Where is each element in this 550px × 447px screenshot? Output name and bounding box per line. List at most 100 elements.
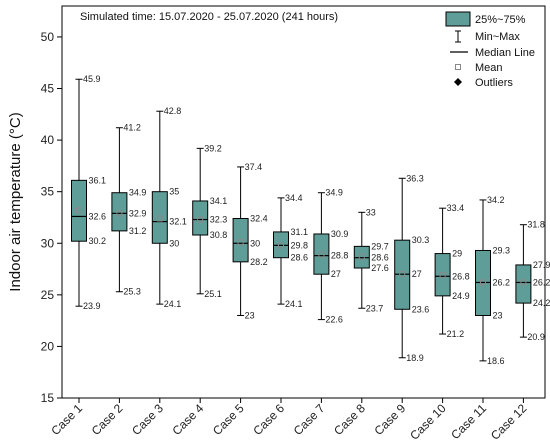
median-label: 26.2 xyxy=(493,277,511,287)
x-tick-label: Case 9 xyxy=(372,401,409,438)
q3-label: 36.1 xyxy=(89,175,107,185)
max-label: 45.9 xyxy=(83,74,101,84)
box-group: 34.4 31.1 29.8 28.6 24.1 xyxy=(273,193,309,309)
max-label: 34.9 xyxy=(325,188,343,198)
q3-label: 30.3 xyxy=(412,235,430,245)
q1-label: 30.8 xyxy=(210,230,228,240)
y-axis: 15 20 25 30 35 40 45 50 xyxy=(41,30,62,405)
q1-label: 27 xyxy=(331,269,341,279)
max-label: 36.3 xyxy=(406,173,424,183)
min-label: 23.9 xyxy=(83,301,101,311)
mean-marker xyxy=(480,279,486,286)
mean-marker xyxy=(76,207,82,214)
q1-label: 30.2 xyxy=(89,236,107,246)
q1-label: 28.2 xyxy=(250,257,268,267)
legend-outlier-label: Outliers xyxy=(475,77,513,89)
max-label: 41.2 xyxy=(123,123,141,133)
min-label: 24.1 xyxy=(164,299,182,309)
min-label: 21.2 xyxy=(447,329,465,339)
iqr-box xyxy=(151,191,168,244)
y-tick-label: 50 xyxy=(41,30,55,44)
x-tick-label: Case 10 xyxy=(407,401,449,443)
legend-whisker-symbol xyxy=(455,30,461,43)
y-tick-label: 15 xyxy=(41,391,55,405)
y-tick-label: 20 xyxy=(41,339,55,353)
q3-label: 30.9 xyxy=(331,229,349,239)
box-group: 42.8 35 32.1 30 24.1 xyxy=(151,106,187,309)
max-label: 33.4 xyxy=(447,203,465,213)
box-group: 34.2 29.3 26.2 23 18.6 xyxy=(475,195,511,366)
mean-marker xyxy=(358,253,365,260)
x-tick-label: Case 5 xyxy=(210,401,247,438)
mean-marker xyxy=(520,279,527,286)
legend-median-label: Median Line xyxy=(475,47,535,59)
legend-mean-label: Mean xyxy=(475,62,503,74)
median-label: 30 xyxy=(250,238,260,248)
min-label: 20.9 xyxy=(527,332,545,342)
iqr-box xyxy=(515,264,532,304)
box-group: 34.9 30.9 28.8 27 22.6 xyxy=(313,188,349,325)
q1-label: 24.9 xyxy=(452,291,470,301)
q1-label: 31.2 xyxy=(129,226,147,236)
q3-label: 34.1 xyxy=(210,196,228,206)
min-label: 24.1 xyxy=(285,299,303,309)
q3-label: 32.4 xyxy=(250,214,268,224)
box-group: 37.4 32.4 30 28.2 23 xyxy=(232,162,268,320)
legend-outlier-symbol xyxy=(454,78,462,86)
mean-marker xyxy=(237,239,244,246)
min-label: 18.9 xyxy=(406,353,424,363)
median-label: 32.6 xyxy=(89,211,107,221)
q1-label: 27.6 xyxy=(371,263,389,273)
q1-label: 24.2 xyxy=(533,298,550,308)
legend-box-label: 25%~75% xyxy=(475,14,526,26)
y-tick-label: 40 xyxy=(41,133,55,147)
q3-label: 29.7 xyxy=(371,241,389,251)
iqr-box xyxy=(434,253,451,297)
q3-label: 35 xyxy=(169,187,179,197)
box-group: 41.2 34.9 32.9 31.2 25.3 xyxy=(111,123,147,297)
box-group: 33 29.7 28.627.6 23.7 xyxy=(353,207,389,313)
x-tick-label: Case 11 xyxy=(448,401,489,442)
x-tick-label: Case 6 xyxy=(250,401,287,438)
boxes-layer: 45.9 36.1 32.6 30.2 23.9 41.2 34.9 32.9 31.2 25.3… xyxy=(71,74,550,366)
legend: 25%~75% Min~Max Median Line Mean Outlier… xyxy=(445,11,535,89)
legend-whisker-label: Min~Max xyxy=(475,31,520,43)
max-label: 34.4 xyxy=(285,193,303,203)
q3-label: 31.1 xyxy=(291,227,309,237)
max-label: 37.4 xyxy=(245,162,263,172)
plot-frame xyxy=(61,5,546,399)
q3-label: 27.9 xyxy=(533,260,550,270)
mean-marker xyxy=(197,216,204,223)
min-label: 23.7 xyxy=(366,303,384,313)
q1-label: 23.6 xyxy=(412,304,430,314)
median-label: 26.8 xyxy=(452,271,470,281)
mean-marker xyxy=(278,242,284,249)
max-label: 33 xyxy=(366,207,376,217)
max-label: 39.2 xyxy=(204,143,222,153)
x-tick-label: Case 12 xyxy=(488,401,530,443)
q1-label: 28.6 xyxy=(291,253,309,263)
box-group: 33.4 29 26.8 24.9 21.2 xyxy=(434,203,470,339)
q3-label: 29.3 xyxy=(493,245,511,255)
legend-mean-symbol xyxy=(455,64,461,70)
median-label: 32.9 xyxy=(129,208,147,218)
y-tick-label: 35 xyxy=(41,185,55,199)
min-label: 23 xyxy=(245,310,255,320)
x-tick-label: Case 4 xyxy=(170,401,207,438)
median-label: 32.1 xyxy=(169,217,187,227)
x-axis: Case 1 Case 2 Case 3 Case 4 Case 5 Case 6 Case… xyxy=(48,398,530,443)
q1-label: 30 xyxy=(169,238,179,248)
q3-label: 29 xyxy=(452,249,462,259)
box-group: 45.9 36.1 32.6 30.2 23.9 xyxy=(71,74,107,311)
iqr-box xyxy=(71,179,87,242)
iqr-box xyxy=(111,192,128,232)
median-label: 28.8 xyxy=(331,251,349,261)
mean-marker xyxy=(399,271,406,278)
x-tick-label: Case 7 xyxy=(291,401,328,438)
q1-label: 23 xyxy=(493,310,503,320)
y-tick-label: 45 xyxy=(41,82,55,96)
x-tick-label: Case 8 xyxy=(331,401,368,438)
min-label: 22.6 xyxy=(325,315,343,325)
x-tick-label: Case 1 xyxy=(48,401,85,438)
